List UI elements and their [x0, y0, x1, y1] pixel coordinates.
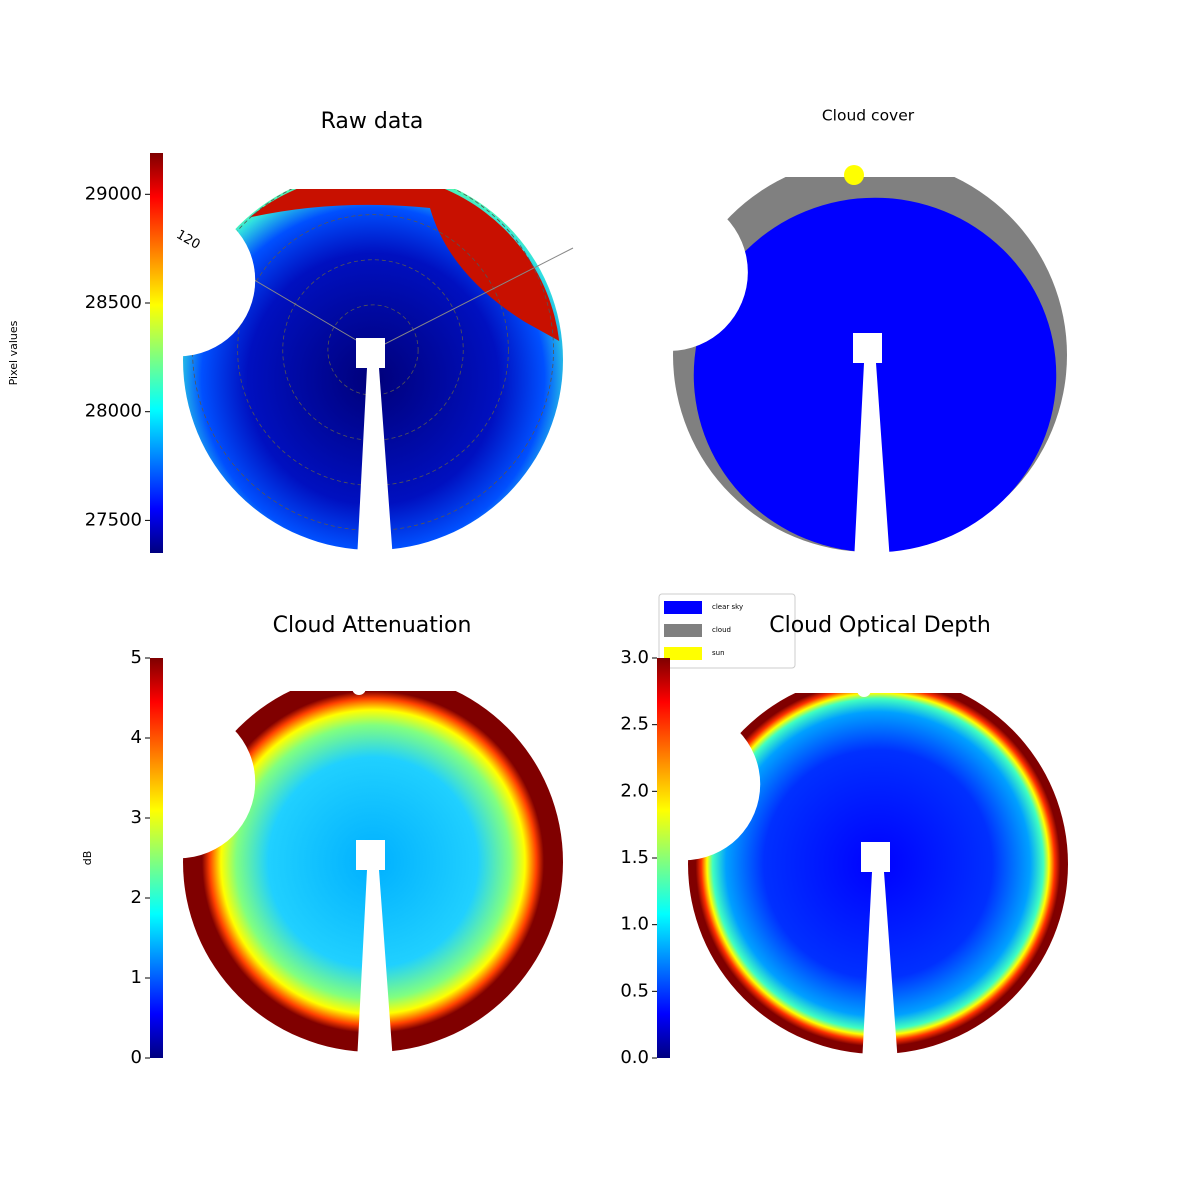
colorbar-tick-label: 4 [131, 727, 142, 748]
bright-rim [249, 173, 560, 341]
colorbar [150, 153, 163, 553]
mast-mask [356, 338, 393, 560]
legend-label: sun [712, 649, 725, 657]
panel-title: Cloud Attenuation [273, 613, 472, 638]
image-mask [590, 193, 748, 352]
panel-title: Cloud Optical Depth [769, 613, 991, 638]
colorbar [657, 658, 670, 1058]
colorbar-tick-label: 28000 [85, 401, 142, 422]
colorbar-label: dB [81, 851, 94, 866]
colorbar-tick-label: 28500 [85, 292, 142, 313]
sun-region [844, 165, 864, 185]
colorbar-tick-label: 3 [131, 807, 142, 828]
legend-label: cloud [712, 626, 731, 634]
legend-swatch [664, 601, 702, 614]
colorbar-tick-label: 1.5 [620, 847, 649, 868]
legend-label: clear sky [712, 603, 743, 611]
legend-swatch [664, 624, 702, 637]
mast-mask [853, 333, 890, 562]
colorbar-tick-label: 29000 [85, 183, 142, 204]
colorbar [150, 658, 163, 1058]
image-mask [103, 706, 256, 859]
image-mask [683, 669, 1073, 693]
legend-swatch [664, 647, 702, 660]
colorbar-tick-label: 5 [131, 647, 142, 668]
panel-title: Raw data [321, 109, 424, 134]
legend: clear sky cloud sun [658, 593, 796, 669]
image-mask [178, 165, 568, 189]
image-mask [103, 204, 256, 357]
sun-mask [352, 681, 366, 695]
colorbar-tick-label: 27500 [85, 509, 142, 530]
colorbar-tick-label: 1 [131, 967, 142, 988]
mast-mask [861, 842, 898, 1064]
colorbar-tick-label: 2.0 [620, 780, 649, 801]
polar-axis [372, 247, 574, 351]
colorbar-tick-label: 0 [131, 1047, 142, 1068]
colorbar-tick-label: 2.5 [620, 714, 649, 735]
colorbar-tick-label: 2 [131, 887, 142, 908]
sun-mask [857, 683, 871, 697]
image-panel [590, 153, 1072, 562]
colorbar-tick-label: 1.0 [620, 914, 649, 935]
image-mask [668, 153, 1072, 177]
image-panel [103, 165, 574, 560]
colorbar-tick-label: 0.5 [620, 980, 649, 1001]
colorbar-label: Pixel values [7, 320, 20, 385]
colorbar-tick-label: 0.0 [620, 1047, 649, 1068]
image-mask [178, 667, 568, 691]
mast-mask [356, 840, 393, 1062]
image-panel [103, 667, 568, 1062]
image-panel [608, 669, 1073, 1064]
panel-title: Cloud cover [822, 107, 915, 125]
colorbar-tick-label: 3.0 [620, 647, 649, 668]
image-mask [608, 708, 761, 861]
